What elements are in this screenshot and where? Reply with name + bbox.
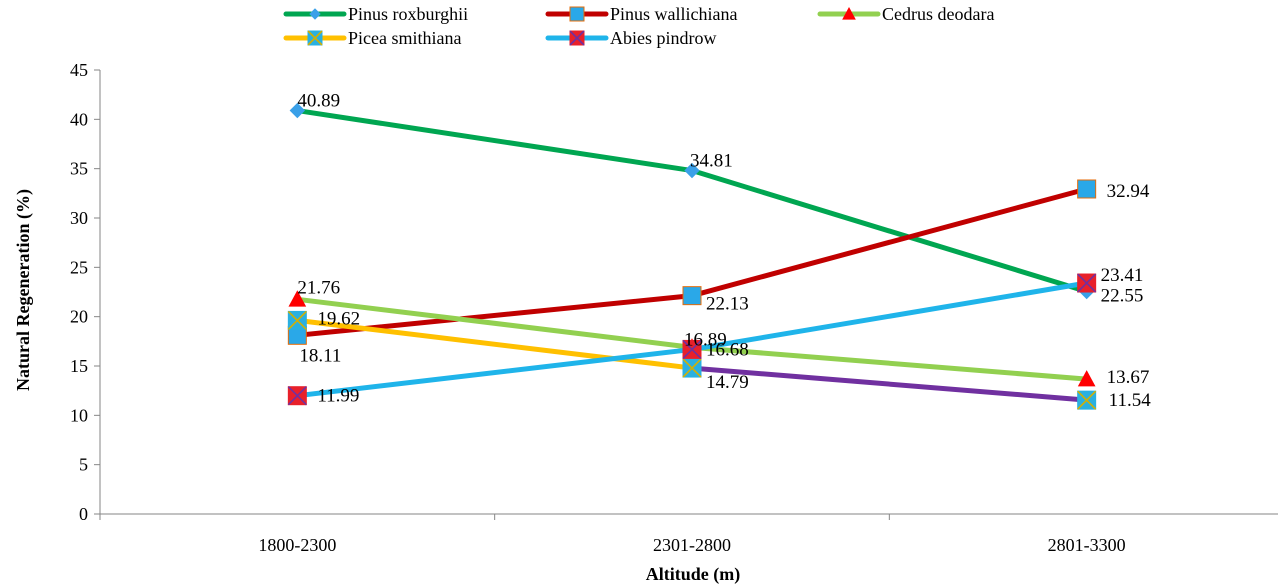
legend-item: Pinus roxburghii: [283, 4, 468, 24]
square-x-marker: [287, 386, 307, 406]
marker-cross: [1077, 273, 1097, 293]
square-x-marker: [287, 310, 307, 330]
y-tick-label: 30: [70, 208, 88, 228]
legend-item: Picea smithiana: [283, 28, 461, 48]
series-lines: [294, 108, 1090, 403]
y-tick-label: 20: [70, 307, 88, 327]
data-label: 16.68: [706, 339, 749, 360]
diamond-marker: [289, 102, 306, 119]
series-line-segment: [689, 168, 1090, 295]
triangle-marker: [288, 290, 307, 307]
data-label: 34.81: [690, 151, 733, 172]
y-tick-label: 45: [70, 60, 88, 80]
x-axis-title: Altitude (m): [646, 564, 740, 584]
series-markers: [287, 102, 1097, 410]
square-x-marker: [682, 339, 702, 359]
data-label: 16.89: [684, 329, 727, 350]
data-label: 21.76: [297, 277, 340, 298]
triangle-marker: [842, 6, 856, 20]
data-label: 22.55: [1101, 286, 1144, 307]
data-label: 19.62: [317, 308, 360, 329]
series-line-segment: [294, 346, 695, 399]
square-x-marker: [1077, 390, 1097, 410]
legend-label: Cedrus deodara: [882, 4, 994, 24]
marker-cross: [1077, 390, 1097, 410]
axes: 0 5 10 15 20 25 30 35 40 45 1800-2300 2301-2800 2801…: [70, 60, 1278, 555]
data-label: 13.67: [1107, 367, 1150, 388]
series-line-segment: [689, 280, 1090, 352]
marker-cross: [682, 339, 702, 359]
data-label: 11.99: [317, 386, 359, 407]
square-x-marker: [569, 30, 585, 46]
marker-cross: [287, 386, 307, 406]
square-marker: [1077, 179, 1097, 199]
y-tick-label: 0: [79, 504, 88, 524]
square-x-marker: [307, 30, 323, 46]
data-label: 23.41: [1101, 265, 1144, 286]
data-label: 32.94: [1107, 181, 1150, 202]
y-tick-label: 5: [79, 455, 88, 475]
series-line-segment: [689, 365, 1090, 403]
diamond-marker: [309, 8, 321, 20]
data-label: 14.79: [706, 372, 749, 393]
series-line-segment: [294, 296, 695, 350]
x-tick-label: 2301-2800: [653, 535, 731, 555]
data-label: 40.89: [297, 91, 340, 112]
legend-item: Cedrus deodara: [817, 4, 994, 24]
square-x-marker: [682, 358, 702, 378]
data-label: 22.13: [706, 294, 749, 315]
y-tick-label: 10: [70, 405, 88, 425]
square-x-marker: [1077, 273, 1097, 293]
y-tick-label: 15: [70, 356, 88, 376]
legend-item: Abies pindrow: [545, 28, 717, 48]
legend-label: Pinus roxburghii: [348, 4, 468, 24]
square-marker: [682, 286, 702, 306]
series-line-segment: [294, 108, 695, 174]
marker-cross: [287, 310, 307, 330]
data-label: 11.54: [1109, 390, 1152, 411]
y-tick-label: 35: [70, 159, 88, 179]
series-line-segment: [294, 317, 695, 371]
data-label: 18.11: [299, 345, 341, 366]
x-tick-label: 1800-2300: [258, 535, 336, 555]
diamond-marker: [684, 162, 700, 179]
legend: Pinus roxburghii Pinus wallichiana Cedrus …: [283, 4, 994, 48]
legend-label: Pinus wallichiana: [610, 4, 737, 24]
marker-cross: [569, 30, 585, 46]
y-axis-title: Natural Regeneration (%): [13, 189, 34, 391]
legend-label: Picea smithiana: [348, 28, 461, 48]
triangle-marker: [1077, 370, 1096, 387]
square-marker: [569, 6, 585, 22]
data-labels: 40.89 34.81 22.55 18.11 22.13 32.94 21.76 16.89…: [297, 91, 1151, 412]
y-tick-label: 25: [70, 257, 88, 277]
legend-label: Abies pindrow: [610, 28, 717, 48]
series-line-segment: [689, 344, 1090, 382]
series-line-segment: [689, 186, 1090, 299]
x-tick-label: 2801-3300: [1048, 535, 1126, 555]
legend-item: Pinus wallichiana: [545, 4, 737, 24]
y-tick-label: 40: [70, 109, 88, 129]
marker-cross: [682, 358, 702, 378]
marker-cross: [307, 30, 323, 46]
